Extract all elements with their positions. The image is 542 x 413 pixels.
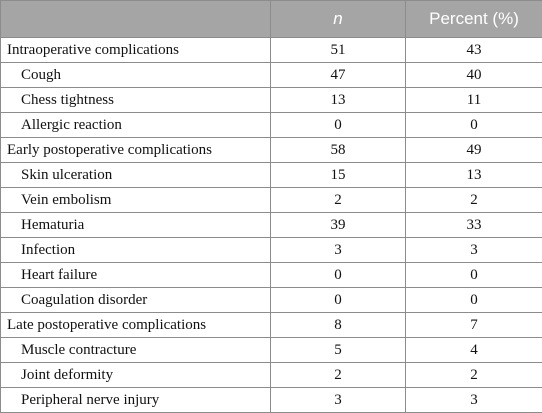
count-cell: 0 [271, 113, 406, 138]
row-label: Coagulation disorder [1, 288, 271, 313]
count-cell: 2 [271, 188, 406, 213]
row-label: Peripheral nerve injury [1, 388, 271, 413]
percent-cell: 3 [406, 388, 542, 413]
count-cell: 51 [271, 38, 406, 63]
row-label: Late postoperative complications [1, 313, 271, 338]
percent-cell: 49 [406, 138, 542, 163]
count-cell: 39 [271, 213, 406, 238]
row-label: Early postoperative complications [1, 138, 271, 163]
percent-cell: 0 [406, 263, 542, 288]
row-label: Hematuria [1, 213, 271, 238]
row-label: Muscle contracture [1, 338, 271, 363]
count-cell: 47 [271, 63, 406, 88]
row-label: Heart failure [1, 263, 271, 288]
percent-cell: 0 [406, 288, 542, 313]
row-label: Infection [1, 238, 271, 263]
percent-cell: 11 [406, 88, 542, 113]
percent-cell: 2 [406, 188, 542, 213]
row-label: Skin ulceration [1, 163, 271, 188]
row-label: Allergic reaction [1, 113, 271, 138]
count-cell: 3 [271, 238, 406, 263]
header-cell: n [271, 1, 406, 38]
percent-cell: 43 [406, 38, 542, 63]
row-label: Intraoperative complications [1, 38, 271, 63]
percent-cell: 0 [406, 113, 542, 138]
count-cell: 0 [271, 288, 406, 313]
count-cell: 8 [271, 313, 406, 338]
percent-cell: 4 [406, 338, 542, 363]
percent-cell: 3 [406, 238, 542, 263]
row-label: Chess tightness [1, 88, 271, 113]
count-cell: 5 [271, 338, 406, 363]
header-cell [1, 1, 271, 38]
percent-cell: 7 [406, 313, 542, 338]
row-label: Cough [1, 63, 271, 88]
percent-cell: 33 [406, 213, 542, 238]
count-cell: 58 [271, 138, 406, 163]
count-cell: 2 [271, 363, 406, 388]
count-cell: 0 [271, 263, 406, 288]
row-label: Vein embolism [1, 188, 271, 213]
header-row: n Percent (%) [1, 1, 542, 38]
count-cell: 13 [271, 88, 406, 113]
percent-cell: 13 [406, 163, 542, 188]
percent-cell: 2 [406, 363, 542, 388]
count-cell: 3 [271, 388, 406, 413]
row-label: Joint deformity [1, 363, 271, 388]
header-cell: Percent (%) [406, 1, 542, 38]
count-cell: 15 [271, 163, 406, 188]
percent-cell: 40 [406, 63, 542, 88]
